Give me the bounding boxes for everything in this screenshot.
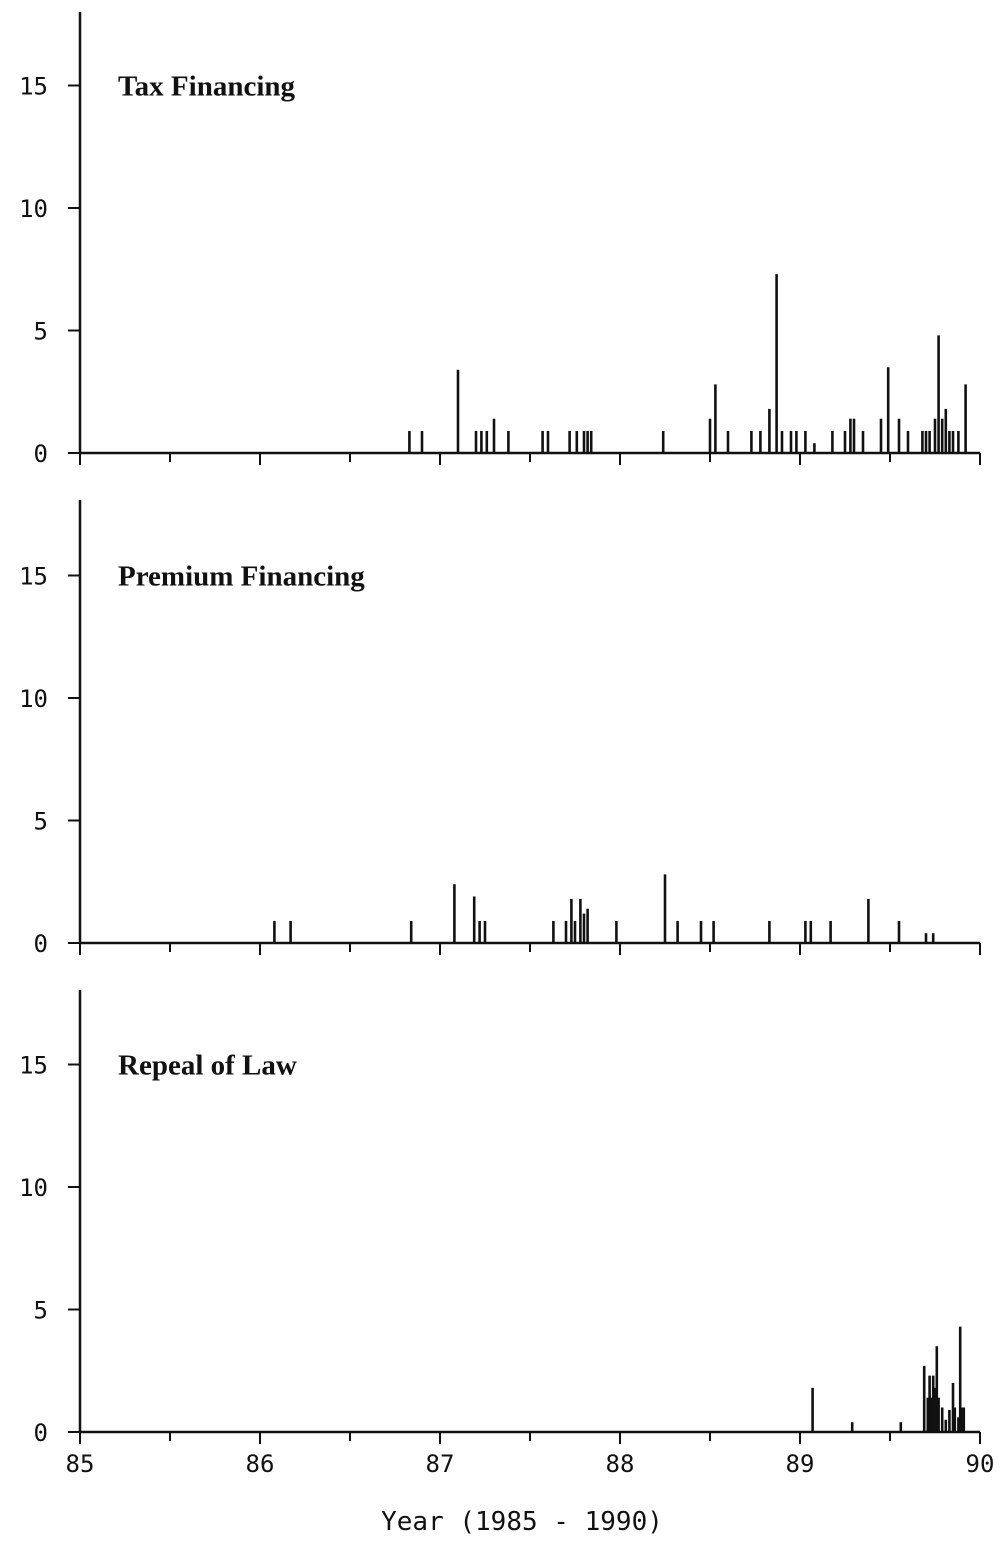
y-tick-label: 10 xyxy=(19,195,48,223)
y-tick-label: 15 xyxy=(19,1052,48,1080)
x-tick-label: 89 xyxy=(786,1450,815,1478)
x-tick-label: 85 xyxy=(66,1450,95,1478)
y-tick-label: 5 xyxy=(34,318,48,346)
y-tick-label: 10 xyxy=(19,685,48,713)
panel-premium-financing: 0 5 10 15 Premium Financing xyxy=(19,500,981,958)
panel-title: Premium Financing xyxy=(118,560,365,592)
y-tick-label: 5 xyxy=(34,808,48,836)
x-tick-label: 88 xyxy=(606,1450,635,1478)
y-tick-label: 0 xyxy=(34,440,48,468)
x-tick-label: 87 xyxy=(426,1450,455,1478)
y-tick-label: 5 xyxy=(34,1297,48,1325)
y-tick-label: 15 xyxy=(19,563,48,591)
panel-title: Tax Financing xyxy=(118,70,296,102)
x-tick-label: 86 xyxy=(246,1450,275,1478)
y-tick-label: 10 xyxy=(19,1174,48,1202)
panel-tax-financing: 0 5 10 15 Tax Financing xyxy=(19,12,981,468)
x-axis-label: Year (1985 - 1990) xyxy=(381,1507,663,1537)
panel-title: Repeal of Law xyxy=(118,1049,297,1081)
y-tick-label: 0 xyxy=(34,1419,48,1447)
x-tick-label: 90 xyxy=(966,1450,995,1478)
panel-repeal-of-law: 0 5 10 15 85 86 87 88 89 90 Repeal of Law xyxy=(19,990,994,1478)
y-tick-label: 0 xyxy=(34,930,48,958)
y-tick-label: 15 xyxy=(19,73,48,101)
